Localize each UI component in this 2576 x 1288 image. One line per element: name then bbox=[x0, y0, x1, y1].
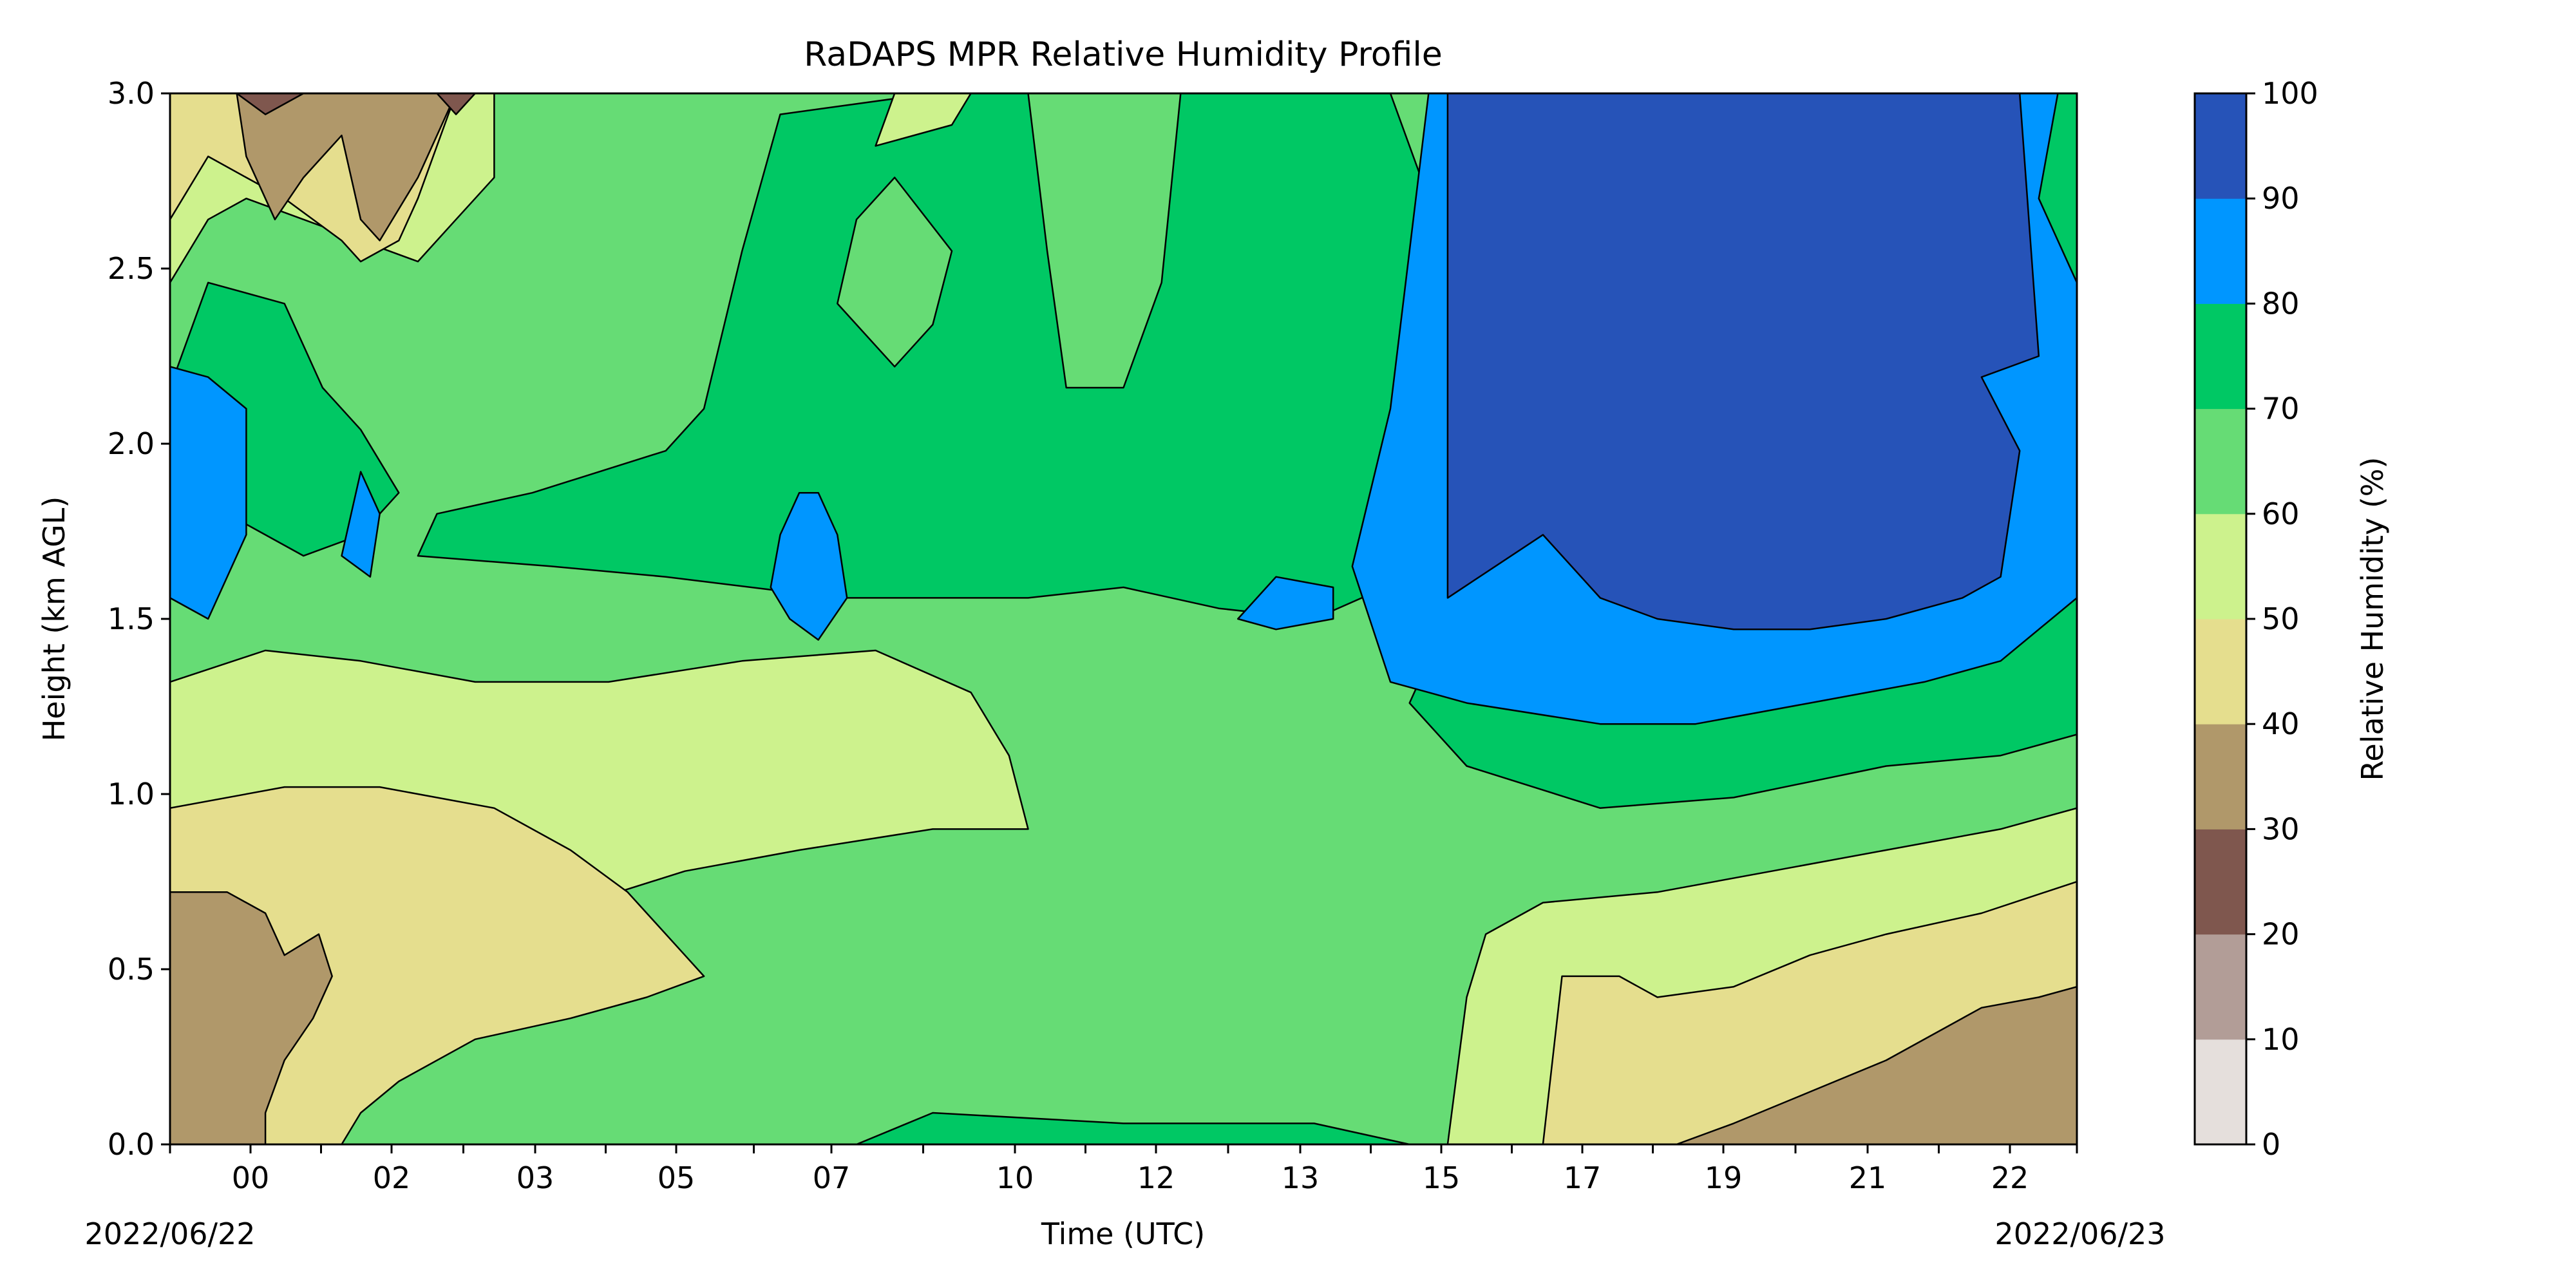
y-tick-label: 1.0 bbox=[108, 777, 155, 811]
colorbar-label: Relative Humidity (%) bbox=[2355, 457, 2390, 781]
y-tick-label: 3.0 bbox=[108, 76, 155, 111]
x-tick-label: 12 bbox=[1137, 1160, 1175, 1195]
colorbar-tick-label: 30 bbox=[2262, 811, 2300, 846]
colorbar-tick-label: 0 bbox=[2262, 1127, 2280, 1162]
contour-region-5 bbox=[855, 1112, 1410, 1144]
contour-region-25 bbox=[436, 93, 477, 115]
x-tick-label: 22 bbox=[1991, 1160, 2029, 1195]
colorbar-swatch bbox=[2195, 934, 2246, 1040]
y-tick-label: 2.5 bbox=[108, 251, 155, 286]
colorbar-tick-label: 100 bbox=[2262, 76, 2318, 111]
contour-region-18 bbox=[170, 366, 247, 620]
colorbar-swatch bbox=[2195, 408, 2246, 515]
colorbar-tick-label: 70 bbox=[2262, 392, 2300, 426]
x-tick-label: 21 bbox=[1849, 1160, 1887, 1195]
colorbar-tick-label: 90 bbox=[2262, 181, 2300, 216]
contour-region-15 bbox=[1236, 576, 1334, 630]
x-tick-label: 00 bbox=[232, 1160, 270, 1195]
x-axis-label: Time (UTC) bbox=[1041, 1217, 1205, 1251]
x-tick-label: 10 bbox=[996, 1160, 1034, 1195]
chart-title: RaDAPS MPR Relative Humidity Profile bbox=[804, 35, 1443, 74]
contour-region-13 bbox=[1027, 93, 1182, 389]
x-axis: 00 02 03 05 07 10 12 13 15 17 19 21 22 bbox=[169, 1144, 2078, 1195]
colorbar-tick-label: 50 bbox=[2262, 601, 2300, 636]
end-date-label: 2022/06/23 bbox=[1994, 1217, 2165, 1251]
y-tick-label: 0.0 bbox=[108, 1127, 155, 1162]
colorbar-swatch bbox=[2195, 1039, 2246, 1145]
x-tick-label: 17 bbox=[1564, 1160, 1602, 1195]
x-tick-label: 05 bbox=[658, 1160, 696, 1195]
contour-region-17 bbox=[2038, 93, 2077, 284]
colorbar-swatch bbox=[2195, 513, 2246, 620]
contour-region-4 bbox=[170, 891, 333, 1144]
contour-region-16 bbox=[1446, 93, 2040, 630]
contour-region-8 bbox=[1675, 985, 2077, 1144]
colorbar-swatch bbox=[2195, 303, 2246, 410]
x-tick-label: 13 bbox=[1282, 1160, 1320, 1195]
contour-region-23 bbox=[236, 93, 457, 242]
plot-area bbox=[169, 92, 2078, 1146]
y-tick-label: 1.5 bbox=[108, 601, 155, 636]
colorbar-tick-label: 80 bbox=[2262, 286, 2300, 321]
y-tick-label: 2.0 bbox=[108, 426, 155, 461]
start-date-label: 2022/06/22 bbox=[84, 1217, 255, 1251]
x-tick-label: 15 bbox=[1423, 1160, 1461, 1195]
x-tick-label: 02 bbox=[373, 1160, 411, 1195]
contour-region-26 bbox=[875, 93, 972, 147]
contour-region-12 bbox=[837, 176, 953, 368]
colorbar-tick-label: 10 bbox=[2262, 1022, 2300, 1057]
colorbar-tick-label: 60 bbox=[2262, 497, 2300, 531]
colorbar-swatch bbox=[2195, 829, 2246, 935]
contour-region-24 bbox=[236, 93, 305, 115]
colorbar-swatch bbox=[2195, 93, 2246, 199]
colorbar-tick-label: 20 bbox=[2262, 917, 2300, 952]
colorbar-swatch bbox=[2195, 724, 2246, 829]
colorbar-tick-label: 40 bbox=[2262, 706, 2300, 741]
contour-region-20 bbox=[770, 491, 848, 641]
y-tick-label: 0.5 bbox=[108, 952, 155, 987]
y-axis-label: Height (km AGL) bbox=[37, 497, 71, 742]
colorbar-swatch bbox=[2195, 198, 2246, 304]
y-axis: 0.0 0.5 1.0 1.5 2.0 2.5 3.0 bbox=[108, 76, 170, 1162]
x-tick-label: 03 bbox=[516, 1160, 554, 1195]
colorbar-swatch bbox=[2195, 619, 2246, 724]
contour-region-19 bbox=[341, 471, 381, 578]
x-tick-label: 19 bbox=[1705, 1160, 1743, 1195]
contour-fills bbox=[170, 93, 2077, 1144]
contour-region-3 bbox=[170, 786, 705, 1144]
colorbar: 0 10 20 30 40 50 60 70 80 90 100 bbox=[2193, 76, 2318, 1162]
x-tick-label: 07 bbox=[813, 1160, 851, 1195]
